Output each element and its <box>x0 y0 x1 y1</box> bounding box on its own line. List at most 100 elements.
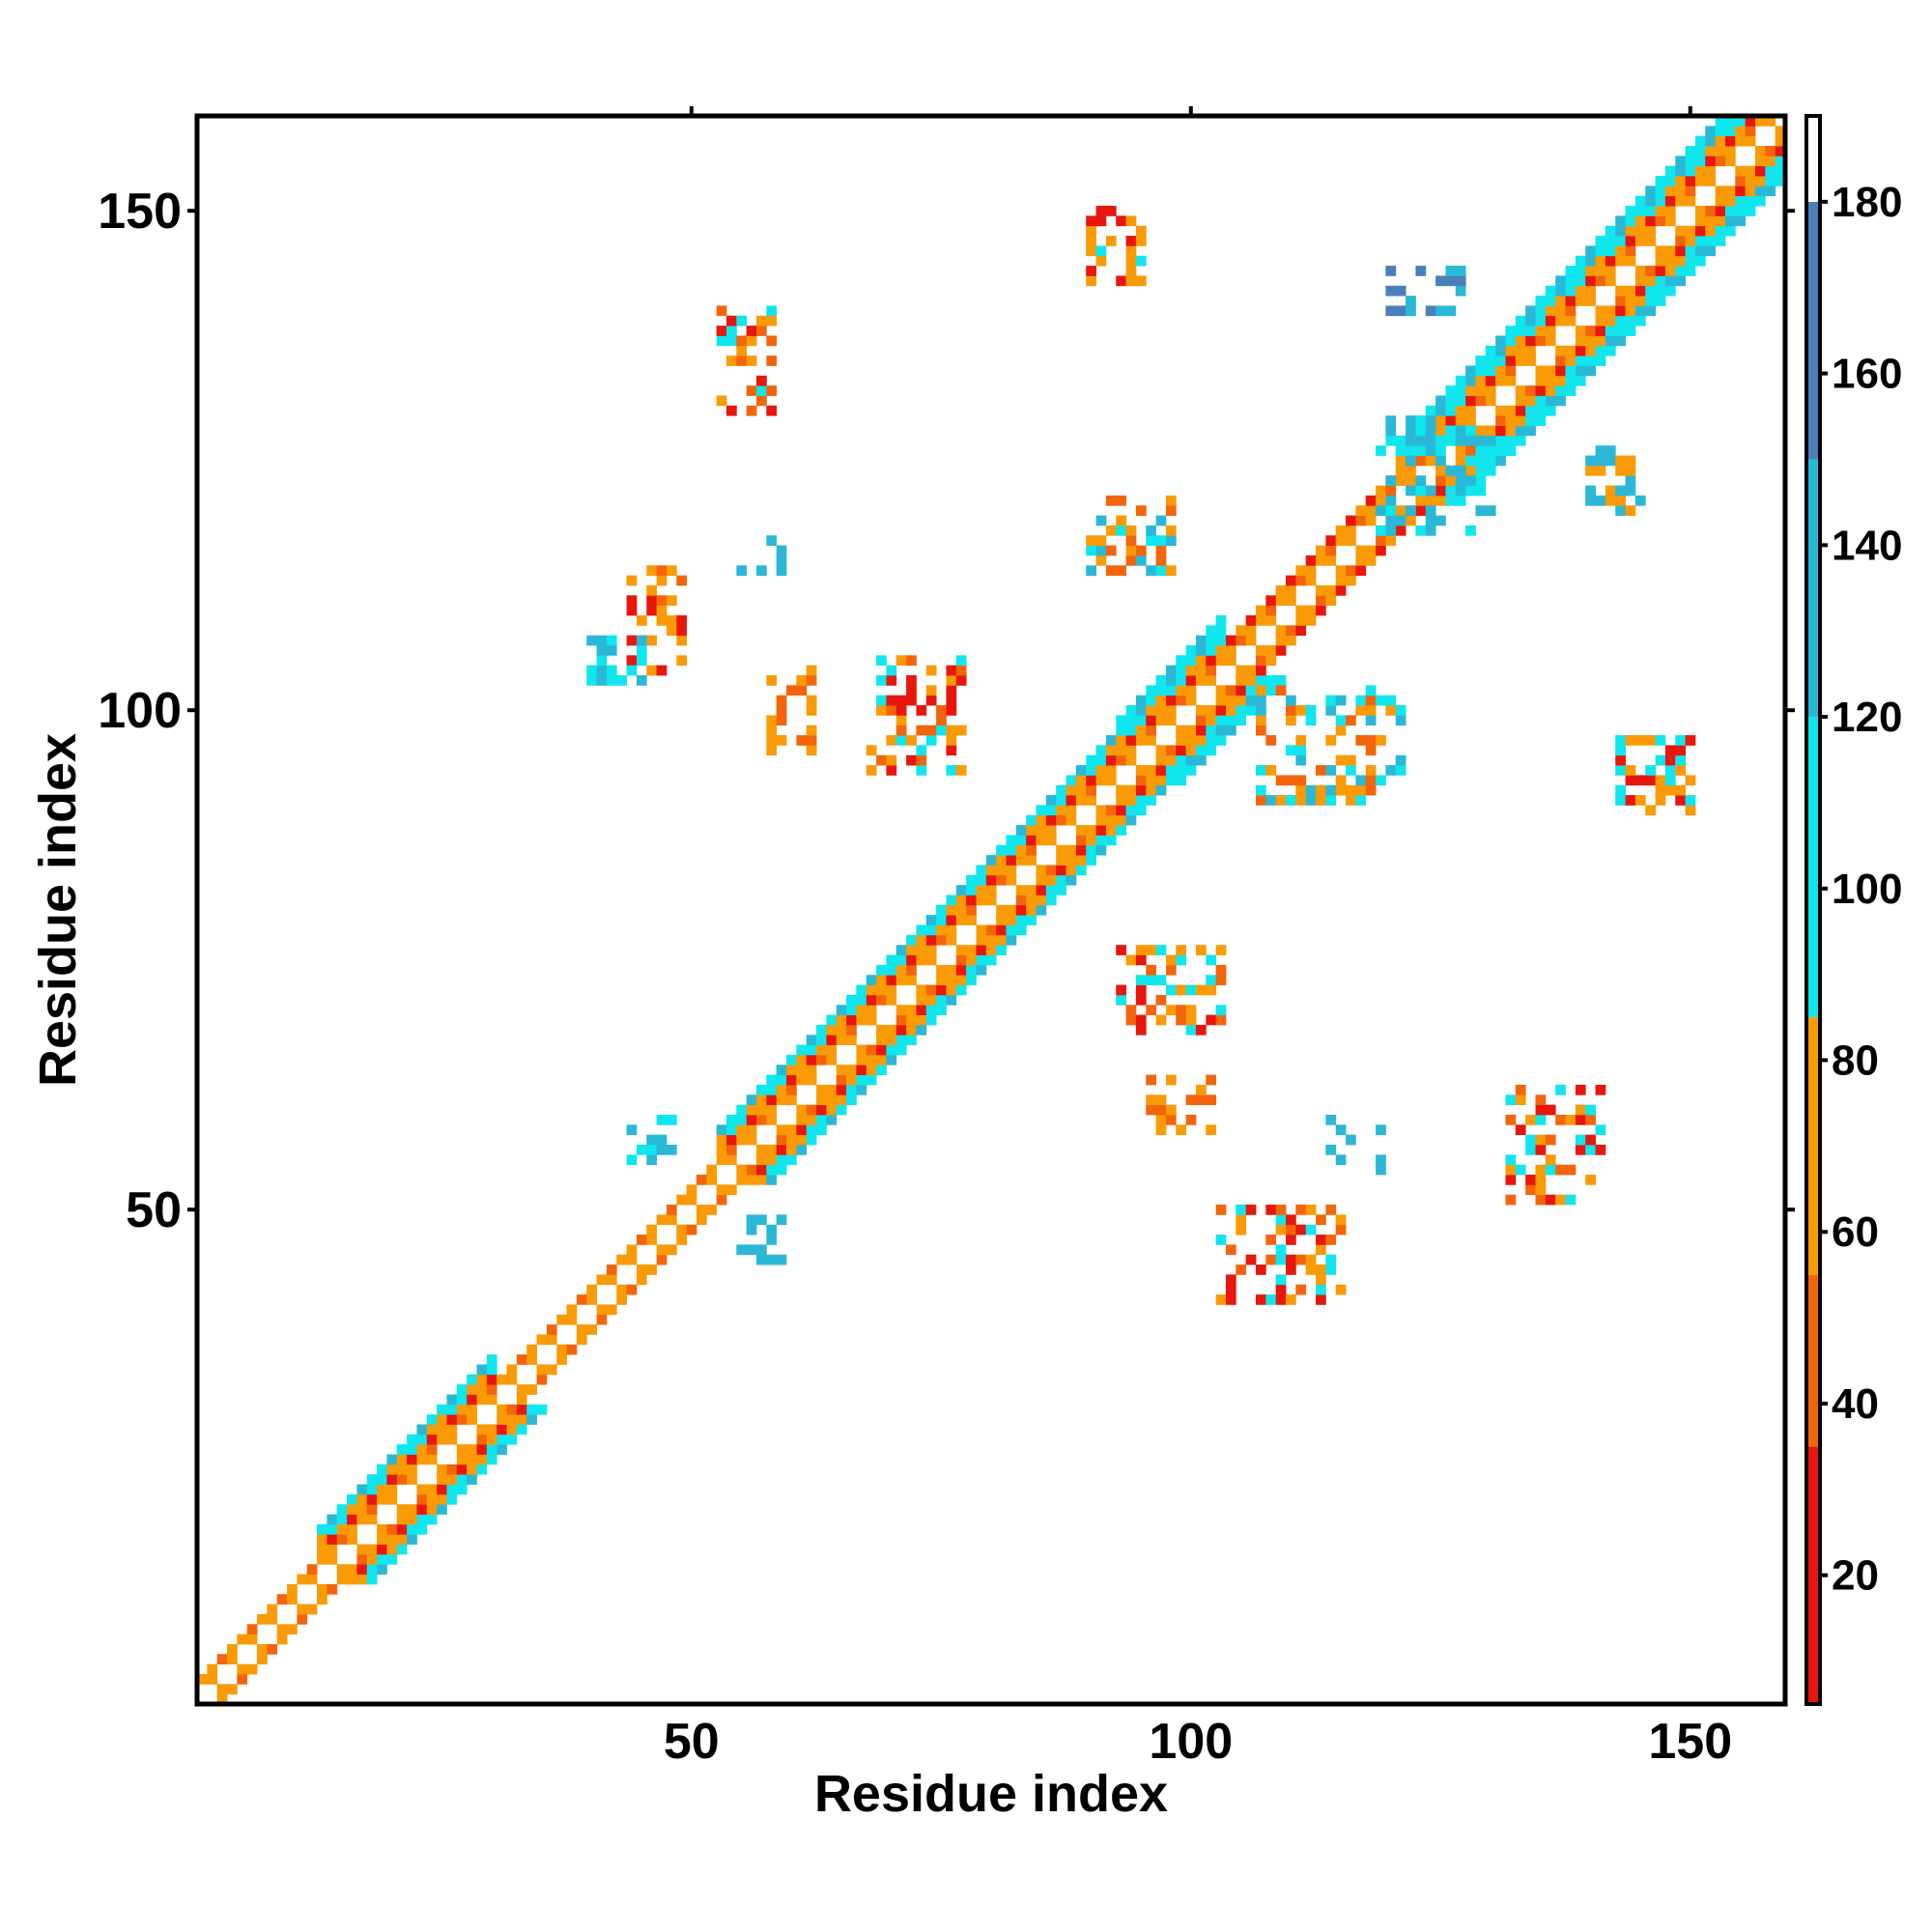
heatmap-cell <box>576 1324 587 1335</box>
heatmap-cell <box>1135 765 1147 776</box>
heatmap-cell <box>576 1334 587 1346</box>
heatmap-cell <box>946 724 957 736</box>
heatmap-cell <box>966 915 977 925</box>
heatmap-cell <box>1075 835 1087 846</box>
heatmap-cell <box>1535 375 1547 386</box>
heatmap-cell <box>756 1154 767 1166</box>
heatmap-cell <box>1225 685 1236 696</box>
heatmap-cell <box>297 1574 308 1585</box>
heatmap-cell <box>925 665 937 676</box>
heatmap-cell <box>846 1074 857 1086</box>
heatmap-cell <box>656 1214 668 1226</box>
heatmap-cell <box>1146 775 1156 786</box>
heatmap-cell <box>366 1544 378 1555</box>
heatmap-cell <box>1395 525 1406 536</box>
heatmap-cell <box>1185 695 1197 706</box>
heatmap-cell <box>955 724 967 736</box>
heatmap-cell <box>856 1054 867 1065</box>
heatmap-cell <box>1675 784 1686 796</box>
colorbar-tick-label: 140 <box>1832 522 1902 569</box>
heatmap-cell <box>776 1094 787 1106</box>
heatmap-cell <box>1305 1254 1317 1265</box>
heatmap-cell <box>1015 855 1027 866</box>
heatmap-cell <box>1295 1224 1307 1236</box>
heatmap-cell <box>596 655 608 667</box>
heatmap-cell <box>826 1094 838 1106</box>
heatmap-cell <box>1176 695 1187 706</box>
heatmap-cell <box>1155 775 1167 786</box>
heatmap-cell <box>626 1124 638 1136</box>
heatmap-cell <box>1215 655 1227 667</box>
heatmap-cell <box>1685 795 1696 806</box>
heatmap-cell <box>1525 1184 1536 1196</box>
heatmap-cell <box>886 1035 897 1045</box>
heatmap-cell <box>806 665 817 676</box>
heatmap-cell <box>536 1374 548 1385</box>
heatmap-cell <box>656 1254 668 1265</box>
heatmap-cell <box>1435 515 1446 526</box>
heatmap-cell <box>936 975 947 985</box>
heatmap-cell <box>1475 445 1487 456</box>
heatmap-cell <box>1286 775 1296 786</box>
heatmap-cell <box>925 954 937 966</box>
heatmap-cell <box>1316 1244 1326 1256</box>
heatmap-cell <box>1125 705 1137 716</box>
heatmap-cell <box>1515 1124 1526 1136</box>
heatmap-cell <box>267 1604 278 1615</box>
heatmap-cell <box>1525 355 1536 366</box>
heatmap-cell <box>766 1235 778 1245</box>
heatmap-cell <box>396 1544 408 1555</box>
heatmap-cell <box>1125 255 1137 267</box>
heatmap-cell <box>606 645 617 656</box>
heatmap-cell <box>1415 505 1427 516</box>
heatmap-cell <box>916 724 927 736</box>
heatmap-cell <box>1395 455 1406 467</box>
heatmap-cell <box>786 1065 797 1075</box>
heatmap-cell <box>306 1564 318 1575</box>
heatmap-cell <box>1165 775 1177 786</box>
heatmap-cell <box>596 1274 608 1286</box>
heatmap-cell <box>1275 1205 1287 1215</box>
heatmap-cell <box>1125 236 1137 246</box>
heatmap-cell <box>1305 554 1317 566</box>
heatmap-cell <box>1146 795 1156 806</box>
heatmap-cell <box>1135 1024 1147 1036</box>
heatmap-cell <box>1206 1014 1217 1026</box>
heatmap-cell <box>1655 245 1666 257</box>
heatmap-cell <box>1086 844 1096 856</box>
heatmap-cell <box>1376 1124 1386 1136</box>
heatmap-cell <box>1575 345 1586 356</box>
heatmap-cell <box>1455 435 1466 446</box>
heatmap-cell <box>1105 565 1117 577</box>
heatmap-cell <box>1664 255 1676 267</box>
heatmap-cell <box>596 1314 608 1325</box>
heatmap-cell <box>1605 455 1616 467</box>
heatmap-cell <box>407 1523 417 1535</box>
heatmap-cell <box>1346 535 1356 546</box>
heatmap-cell <box>946 904 957 916</box>
heatmap-cell <box>356 1553 368 1565</box>
heatmap-cell <box>1385 305 1397 317</box>
heatmap-cell <box>1615 505 1626 516</box>
heatmap-cell <box>1585 455 1596 467</box>
heatmap-cell <box>1165 665 1177 676</box>
heatmap-cell <box>1236 625 1247 637</box>
heatmap-cell <box>1425 435 1436 446</box>
heatmap-cell <box>456 1384 468 1395</box>
heatmap-cell <box>1195 945 1207 955</box>
heatmap-cell <box>1135 225 1147 237</box>
heatmap-cell <box>1694 225 1706 237</box>
heatmap-cell <box>916 984 927 996</box>
heatmap-cell <box>1045 874 1057 886</box>
heatmap-cell <box>1185 665 1197 676</box>
heatmap-cell <box>1295 745 1307 756</box>
heatmap-cell <box>1355 695 1367 706</box>
heatmap-cell <box>1056 874 1066 886</box>
heatmap-cell <box>1256 614 1266 626</box>
heatmap-cell <box>756 1254 767 1265</box>
heatmap-cell <box>1625 215 1636 227</box>
heatmap-cell <box>1075 795 1087 806</box>
heatmap-cell <box>1056 795 1066 806</box>
heatmap-cell <box>786 1074 797 1086</box>
heatmap-cell <box>955 954 967 966</box>
